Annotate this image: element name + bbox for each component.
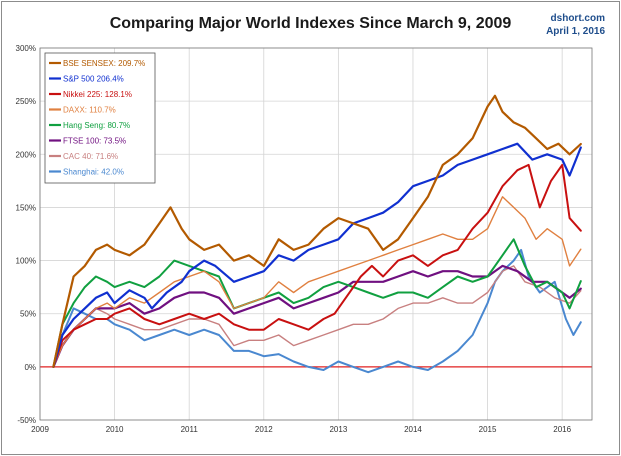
- x-tick-label: 2016: [553, 425, 571, 434]
- y-tick-label: 300%: [16, 44, 36, 53]
- series-line-0: [52, 94, 582, 368]
- y-tick-label: 200%: [16, 150, 36, 159]
- x-tick-label: 2009: [31, 425, 49, 434]
- legend-label: FTSE 100: 73.5%: [63, 137, 126, 146]
- y-axis-tick-labels: -50% 0% 50% 100% 150% 200% 250% 300%: [16, 44, 36, 425]
- series-line-2: [52, 163, 582, 368]
- plot-area-border: [39, 47, 593, 421]
- legend-label: BSE SENSEX: 209.7%: [63, 59, 145, 68]
- series-line-6: [52, 265, 582, 368]
- x-tick-label: 2015: [479, 425, 497, 434]
- series-line-3: [52, 196, 582, 368]
- legend-label: CAC 40: 71.6%: [63, 152, 118, 161]
- legend-label: S&P 500 206.4%: [63, 75, 124, 84]
- legend-label: Hang Seng: 80.7%: [63, 121, 130, 130]
- date-label: April 1, 2016: [546, 26, 605, 37]
- source-block: dshort.com April 1, 2016: [546, 12, 605, 38]
- x-tick-label: 2011: [181, 425, 199, 434]
- source-label: dshort.com: [550, 13, 605, 24]
- chart-title: Comparing Major World Indexes Since Marc…: [109, 15, 512, 32]
- series-line-4: [52, 238, 582, 368]
- legend-label: Shanghai: 42.0%: [63, 168, 124, 177]
- y-tick-label: 150%: [16, 203, 36, 212]
- legend-label: Nikkei 225: 128.1%: [63, 90, 132, 99]
- series-line-5: [52, 264, 582, 368]
- x-tick-label: 2013: [329, 425, 347, 434]
- series-line-1: [52, 142, 582, 368]
- x-axis-tick-labels: 2009 2010 2011 2012 2013 2014 2015 2016: [31, 425, 572, 434]
- series-lines: [52, 94, 582, 374]
- legend: BSE SENSEX: 209.7% S&P 500 206.4% Nikkei 2…: [44, 52, 156, 184]
- x-tick-label: 2014: [404, 425, 422, 434]
- x-tick-label: 2012: [255, 425, 273, 434]
- legend-box: [44, 52, 156, 184]
- y-tick-label: 50%: [20, 310, 36, 319]
- y-tick-label: 0%: [24, 363, 36, 372]
- y-tick-label: 100%: [16, 257, 36, 266]
- x-tick-label: 2010: [106, 425, 124, 434]
- y-tick-label: -50%: [17, 416, 36, 425]
- series-line-7: [52, 248, 582, 374]
- legend-label: DAXX: 110.7%: [63, 106, 116, 115]
- y-tick-label: 250%: [16, 97, 36, 106]
